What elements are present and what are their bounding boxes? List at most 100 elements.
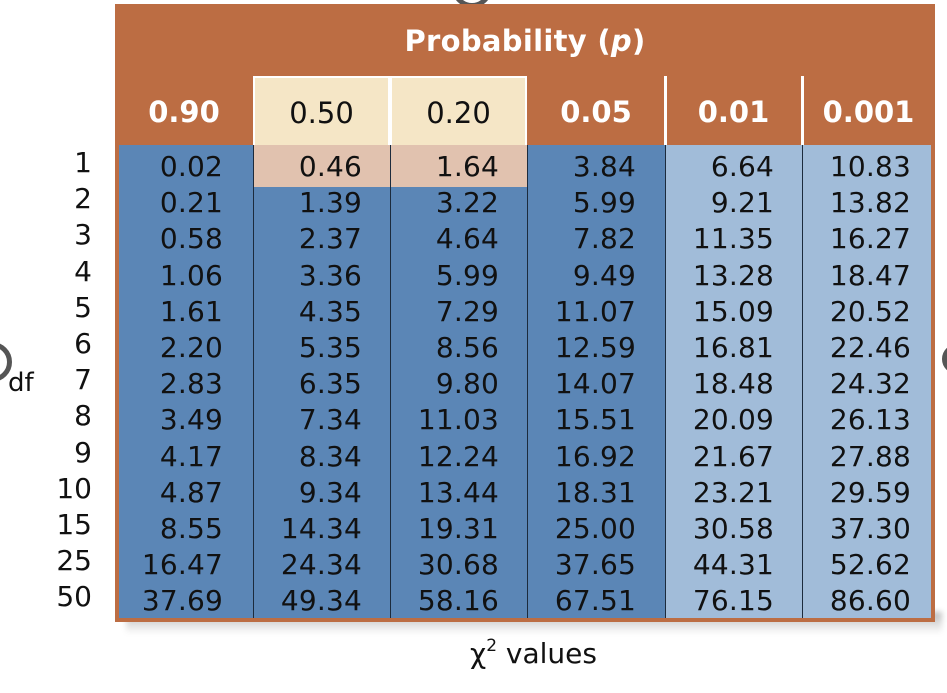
table-cell: 2.83 xyxy=(159,367,223,401)
table-cell: 29.59 xyxy=(829,475,911,509)
df-value: 3 xyxy=(74,218,92,252)
table-cell: 67.51 xyxy=(554,584,636,618)
table-cell: 30.58 xyxy=(692,512,774,545)
column-0.001 xyxy=(802,145,931,618)
table-cell: 76.15 xyxy=(692,584,774,618)
table-cell: 19.31 xyxy=(417,512,499,545)
column-header-0.50: 0.50 xyxy=(253,76,390,148)
values-text: values xyxy=(497,637,597,670)
table-cell: 37.69 xyxy=(141,584,223,618)
table-cell: 9.34 xyxy=(298,475,362,509)
table-cell: 11.03 xyxy=(417,403,499,437)
df-axis-label: df xyxy=(8,368,34,398)
table-cell: 10.83 xyxy=(829,150,911,183)
table-cell: 24.34 xyxy=(280,548,362,582)
table-cell: 18.47 xyxy=(829,258,911,292)
table-cell: 4.64 xyxy=(435,222,499,256)
table-cell: 5.99 xyxy=(572,186,636,220)
table-cell: 20.52 xyxy=(829,294,911,328)
table-cell: 18.48 xyxy=(692,367,774,401)
table-cell: 16.81 xyxy=(692,331,774,364)
table-cell: 16.92 xyxy=(554,439,636,473)
chi-square-table: Probability (p) 0.90 0.50 0.20 0.05 0.01… xyxy=(115,4,935,622)
table-cell: 86.60 xyxy=(829,584,911,618)
table-cell: 0.46 xyxy=(298,150,362,183)
highlighted-cell xyxy=(254,145,390,187)
table-cell: 16.27 xyxy=(829,222,911,256)
table-cell: 2.20 xyxy=(159,331,223,364)
chi-square-values-label: χ2 values xyxy=(470,636,597,670)
table-cell: 20.09 xyxy=(692,403,774,437)
table-cell: 3.84 xyxy=(572,150,636,183)
table-cell: 13.44 xyxy=(417,475,499,509)
binder-ring-decoration xyxy=(942,344,947,374)
df-value: 4 xyxy=(74,254,92,288)
table-cell: 27.88 xyxy=(829,439,911,473)
table-cell: 0.58 xyxy=(159,222,223,256)
column-header-0.01: 0.01 xyxy=(697,95,770,129)
df-value: 50 xyxy=(56,580,92,614)
table-cell: 14.07 xyxy=(554,367,636,401)
table-cell: 5.99 xyxy=(435,258,499,292)
table-cell: 1.06 xyxy=(159,258,223,292)
df-value: 10 xyxy=(56,471,92,505)
table-cell: 13.82 xyxy=(829,186,911,220)
table-cell: 1.61 xyxy=(159,294,223,328)
table-cell: 23.21 xyxy=(692,475,774,509)
column-divider xyxy=(664,76,667,148)
df-values-column: 1 2 3 4 5 6 7 8 9 10 15 25 50 xyxy=(30,145,92,618)
column-0.50 xyxy=(253,145,390,618)
chi-symbol: χ xyxy=(470,637,487,670)
df-value: 1 xyxy=(74,146,92,179)
table-cell: 6.64 xyxy=(710,150,774,183)
table-cell: 15.51 xyxy=(554,403,636,437)
table-cell: 25.00 xyxy=(554,512,636,545)
table-cell: 11.07 xyxy=(554,294,636,328)
column-0.01 xyxy=(665,145,802,618)
table-cell: 7.82 xyxy=(572,222,636,256)
table-cell: 12.24 xyxy=(417,439,499,473)
df-value: 2 xyxy=(74,182,92,216)
table-cell: 30.68 xyxy=(417,548,499,582)
column-0.20 xyxy=(390,145,527,618)
table-cell: 0.02 xyxy=(159,150,223,183)
superscript: 2 xyxy=(486,636,498,656)
table-cell: 7.34 xyxy=(298,403,362,437)
table-cell: 22.46 xyxy=(829,331,911,364)
table-cell: 9.49 xyxy=(572,258,636,292)
table-cell: 18.31 xyxy=(554,475,636,509)
table-cell: 6.35 xyxy=(298,367,362,401)
df-value: 7 xyxy=(74,363,92,397)
table-cell: 14.34 xyxy=(280,512,362,545)
title-text: Probability ( xyxy=(404,24,611,58)
table-cell: 2.37 xyxy=(298,222,362,256)
table-cell: 1.64 xyxy=(435,150,499,183)
column-header-0.001: 0.001 xyxy=(822,95,915,129)
title-close: ) xyxy=(631,24,646,58)
column-0.05 xyxy=(527,145,665,618)
table-cell: 58.16 xyxy=(417,584,499,618)
column-header-0.05: 0.05 xyxy=(560,95,632,129)
table-cell: 3.49 xyxy=(159,403,223,437)
table-cell: 9.80 xyxy=(435,367,499,401)
table-cell: 12.59 xyxy=(554,331,636,364)
table-cell: 49.34 xyxy=(280,584,362,618)
table-cell: 7.29 xyxy=(435,294,499,328)
table-cell: 0.21 xyxy=(159,186,223,220)
column-header-0.20: 0.20 xyxy=(390,76,527,148)
table-cell: 15.09 xyxy=(692,294,774,328)
table-title: Probability (p) xyxy=(115,24,935,58)
df-value: 6 xyxy=(74,327,92,360)
highlighted-cell xyxy=(391,145,527,187)
df-value: 9 xyxy=(74,435,92,469)
table-cell: 21.67 xyxy=(692,439,774,473)
table-body: 0.02 0.46 1.64 3.84 6.64 10.83 0.21 1.39 3.22 5.9… xyxy=(119,145,931,618)
df-value: 25 xyxy=(56,544,92,578)
table-cell: 37.65 xyxy=(554,548,636,582)
table-cell: 16.47 xyxy=(141,548,223,582)
table-cell: 4.35 xyxy=(298,294,362,328)
table-cell: 3.22 xyxy=(435,186,499,220)
table-cell: 13.28 xyxy=(692,258,774,292)
table-cell: 44.31 xyxy=(692,548,774,582)
table-cell: 1.39 xyxy=(298,186,362,220)
